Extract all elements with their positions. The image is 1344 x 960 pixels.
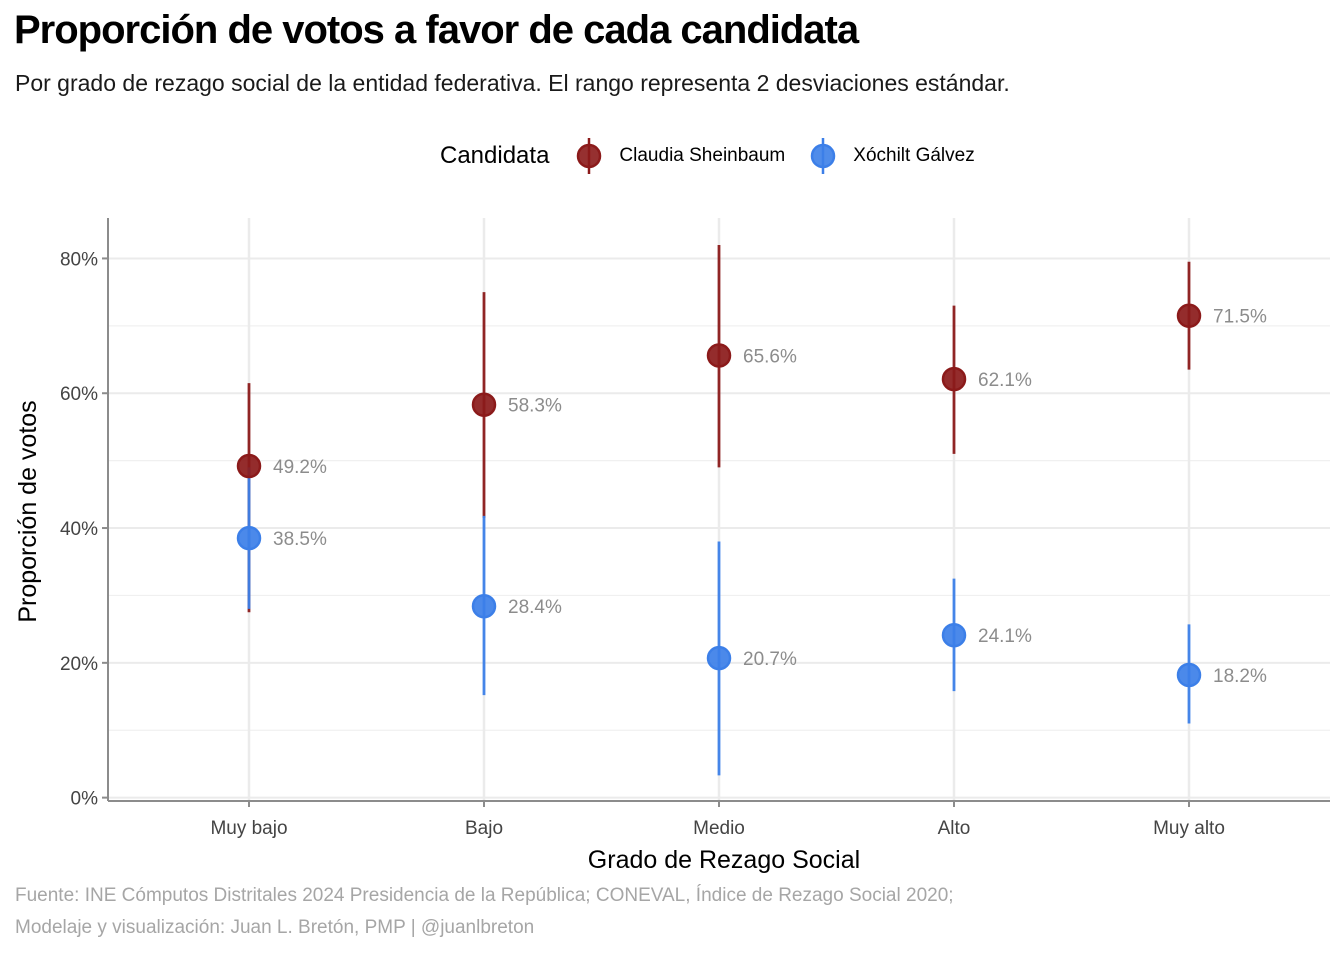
- legend-key-sheinbaum: [577, 138, 602, 174]
- data-point: [236, 525, 262, 551]
- y-tick-label: 80%: [60, 249, 98, 270]
- data-point: [706, 645, 732, 671]
- data-point: [941, 622, 967, 648]
- legend: Candidata Claudia Sheinbaum Xóchilt Gálv…: [440, 134, 993, 178]
- chart-title: Proporción de votos a favor de cada cand…: [14, 8, 859, 52]
- legend-title: Candidata: [440, 142, 550, 169]
- x-tick-label: Bajo: [465, 818, 503, 839]
- x-tick-label: Muy bajo: [210, 818, 287, 839]
- caption-source: Fuente: INE Cómputos Distritales 2024 Pr…: [15, 885, 954, 906]
- data-point: [706, 343, 732, 368]
- data-point: [1176, 662, 1202, 688]
- chart-subtitle: Por grado de rezago social de la entidad…: [15, 70, 1010, 96]
- caption-credit: Modelaje y visualización: Juan L. Bretón…: [15, 917, 535, 938]
- data-label: 49.2%: [273, 457, 327, 478]
- data-label: 65.6%: [743, 346, 797, 367]
- data-point: [471, 392, 497, 417]
- x-axis-title: Grado de Rezago Social: [588, 846, 860, 874]
- x-tick-label: Medio: [693, 818, 745, 839]
- y-tick-label: 60%: [60, 384, 98, 405]
- x-tick-label: Muy alto: [1153, 818, 1225, 839]
- data-label: 58.3%: [508, 396, 562, 417]
- y-tick-label: 20%: [60, 654, 98, 675]
- data-label: 28.4%: [508, 597, 562, 618]
- data-label: 20.7%: [743, 649, 797, 670]
- x-tick-label: Alto: [938, 818, 971, 839]
- data-label: 62.1%: [978, 370, 1032, 391]
- data-label: 24.1%: [978, 626, 1032, 647]
- legend-label-galvez: Xóchilt Gálvez: [853, 145, 975, 166]
- y-tick-label: 0%: [71, 789, 99, 810]
- y-tick-label: 40%: [60, 519, 98, 540]
- data-label: 38.5%: [273, 529, 327, 550]
- data-label: 71.5%: [1213, 307, 1267, 328]
- legend-key-galvez: [811, 138, 836, 174]
- data-point: [941, 366, 967, 392]
- legend-label-sheinbaum: Claudia Sheinbaum: [619, 145, 786, 166]
- data-point: [471, 593, 497, 619]
- y-axis-title: Proporción de votos: [14, 400, 42, 622]
- data-point: [1176, 303, 1202, 328]
- data-label: 18.2%: [1213, 666, 1267, 687]
- data-point: [236, 453, 262, 479]
